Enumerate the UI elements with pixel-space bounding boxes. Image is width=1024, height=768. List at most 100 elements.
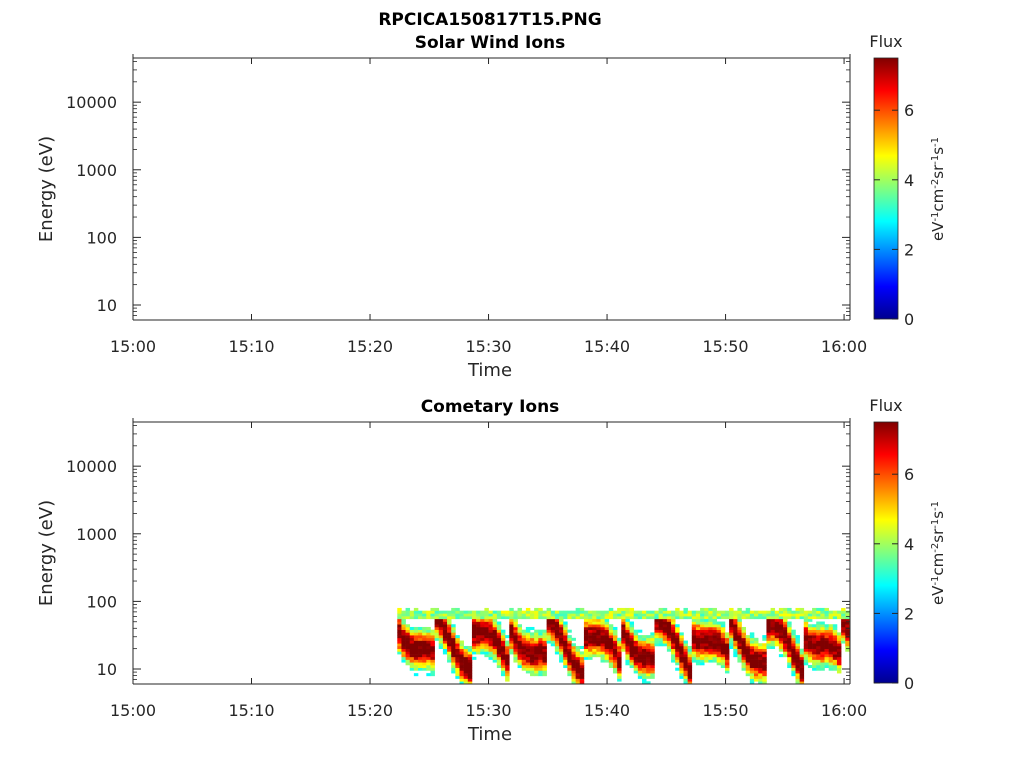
flux-cell (459, 673, 464, 677)
flux-cell (405, 637, 411, 641)
flux-cell (737, 656, 742, 660)
flux-cell (799, 613, 805, 617)
flux-cell (422, 667, 427, 671)
unit-base: sr (929, 164, 947, 179)
flux-cell (455, 675, 460, 679)
flux-cell (447, 643, 452, 647)
flux-cell (455, 651, 460, 655)
flux-cell (600, 637, 605, 641)
flux-cell (666, 640, 672, 644)
flux-cell (563, 626, 568, 630)
flux-cell (836, 637, 842, 641)
flux-cell (679, 670, 684, 674)
flux-cell (832, 632, 838, 636)
flux-cell (596, 629, 601, 633)
flux-cell (505, 664, 510, 669)
flux-cell (778, 637, 784, 641)
flux-cell (608, 626, 614, 630)
flux-cell (733, 621, 738, 625)
flux-cell (637, 645, 643, 649)
flux-cell (525, 613, 531, 617)
flux-cell (596, 610, 601, 614)
flux-cell (480, 613, 485, 617)
flux-cell (724, 651, 730, 655)
flux-cell (521, 635, 527, 639)
flux-cell (596, 632, 601, 636)
flux-cell (762, 645, 767, 649)
flux-cell (695, 632, 701, 636)
flux-cell (774, 610, 780, 614)
flux-cell (612, 616, 618, 620)
flux-cell (787, 624, 792, 628)
flux-cell (405, 616, 411, 620)
flux-cell (637, 659, 643, 663)
flux-cell (617, 673, 622, 677)
flux-cell (575, 613, 581, 617)
flux-cell (563, 662, 568, 666)
flux-cell (625, 643, 630, 647)
flux-cell (413, 610, 419, 614)
flux-cell (538, 635, 543, 639)
flux-cell (762, 654, 767, 658)
flux-cell (517, 610, 523, 614)
flux-cell (729, 645, 734, 649)
flux-cell (716, 659, 722, 663)
flux-cell (783, 626, 788, 630)
flux-cell (795, 651, 800, 655)
flux-cell (592, 618, 597, 622)
flux-cell (741, 629, 747, 633)
flux-cell (459, 610, 464, 614)
flux-cell (563, 664, 568, 669)
flux-cell (525, 632, 531, 636)
flux-cell (675, 610, 680, 614)
flux-cell (832, 654, 838, 658)
flux-cell (588, 616, 593, 620)
flux-cell (807, 624, 813, 628)
flux-cell (737, 654, 742, 658)
flux-cell (476, 618, 481, 622)
flux-cell (492, 610, 498, 614)
flux-cell (530, 645, 535, 649)
flux-cell (783, 635, 788, 639)
flux-cell (745, 607, 751, 611)
flux-cell (733, 618, 738, 622)
flux-cell (447, 659, 452, 663)
flux-cell (749, 667, 755, 671)
flux-cell (500, 640, 506, 644)
flux-cell (758, 643, 763, 647)
flux-cell (418, 643, 423, 647)
flux-cell (505, 662, 510, 666)
flux-cell (476, 624, 481, 628)
flux-cell (679, 654, 684, 658)
flux-cell (596, 637, 601, 641)
flux-cell (832, 610, 838, 614)
flux-cell (658, 626, 664, 630)
flux-cell (525, 635, 531, 639)
flux-cell (579, 610, 585, 614)
flux-cell (583, 610, 589, 614)
flux-cell (799, 654, 805, 658)
flux-cell (476, 626, 481, 630)
flux-cell (625, 656, 630, 660)
flux-cell (679, 667, 684, 671)
flux-cell (741, 667, 747, 671)
flux-cell (708, 626, 713, 630)
flux-cell (534, 648, 539, 652)
flux-cell (480, 648, 485, 652)
flux-cell (571, 654, 576, 658)
flux-cell (451, 651, 456, 655)
flux-cell (716, 616, 722, 620)
flux-cell (675, 632, 680, 636)
flux-cell (559, 656, 564, 660)
flux-cell (434, 632, 440, 636)
flux-cell (754, 667, 759, 671)
flux-cell (803, 621, 809, 625)
flux-cell (754, 616, 759, 620)
flux-cell (642, 662, 647, 666)
flux-cell (612, 667, 618, 671)
flux-cell (745, 659, 751, 663)
flux-cell (559, 640, 564, 644)
flux-cell (791, 635, 796, 639)
flux-cell (538, 662, 543, 666)
flux-cell (824, 648, 829, 652)
